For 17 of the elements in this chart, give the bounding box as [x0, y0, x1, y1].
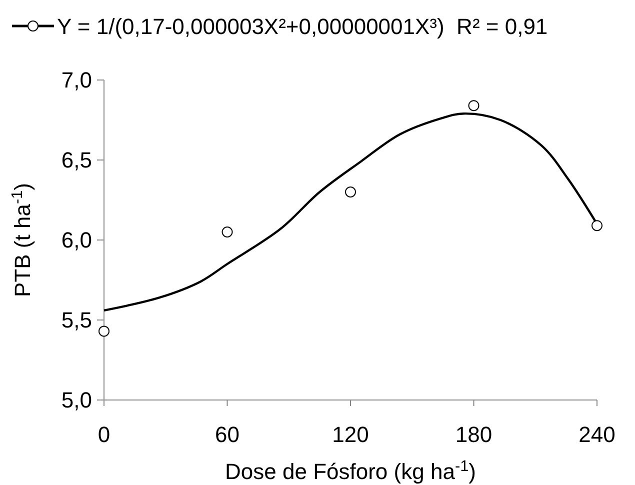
x-tick-label: 120 [332, 422, 369, 447]
y-tick-label: 6,5 [61, 148, 92, 173]
y-tick-label: 5,0 [61, 388, 92, 413]
point [98, 326, 110, 337]
x-tick-label: 0 [98, 422, 110, 447]
point [592, 220, 602, 232]
legend-label: Y = 1/(0,17-0,000003X²+0,00000001X³) R² = 0,91 [57, 14, 548, 39]
x-tick-label: 60 [215, 422, 240, 447]
y-tick-label: 5,5 [61, 308, 92, 333]
x-axis-title: Dose de Fósforo (kg ha$^{-1}$) [225, 458, 476, 484]
x-tick-label: 180 [455, 422, 492, 447]
point [468, 100, 480, 112]
point [222, 226, 233, 238]
x-tick-label: 240 [578, 422, 616, 447]
point [345, 186, 356, 198]
y-tick-label: 6,0 [61, 228, 92, 253]
y-tick-label: 7,0 [61, 68, 92, 93]
